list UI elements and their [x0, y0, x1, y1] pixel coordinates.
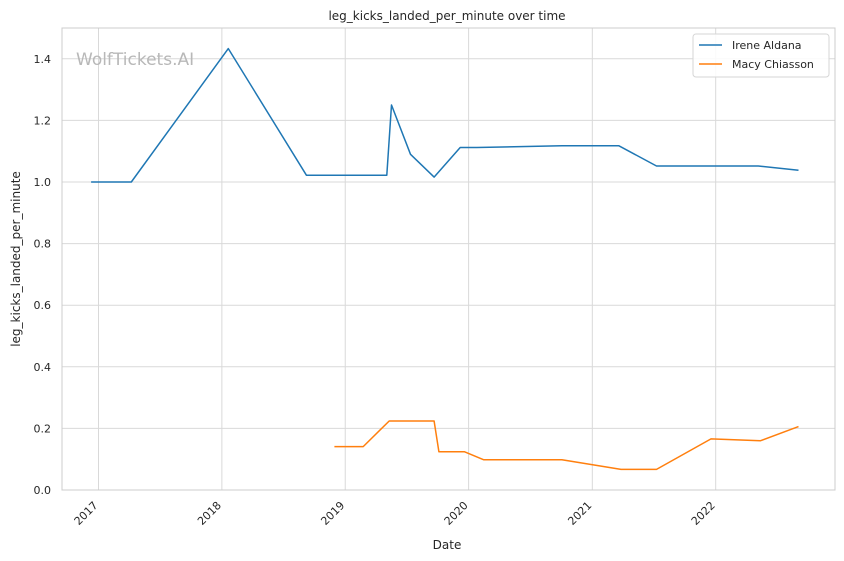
- data-point-irene-aldana: [90, 181, 93, 184]
- data-point-macy-chiasson: [362, 445, 365, 448]
- plot-frame: [61, 27, 836, 491]
- data-point-macy-chiasson: [482, 458, 485, 461]
- data-point-irene-aldana: [130, 181, 133, 184]
- y-tick-label: 1.4: [34, 53, 52, 66]
- y-tick-label: 1.2: [34, 114, 52, 127]
- data-point-macy-chiasson: [655, 468, 658, 471]
- y-tick-label: 1.0: [34, 176, 52, 189]
- data-point-macy-chiasson: [797, 425, 800, 428]
- data-point-macy-chiasson: [333, 445, 336, 448]
- y-tick-label: 0.2: [34, 422, 52, 435]
- y-tick-label: 0.4: [34, 361, 52, 374]
- data-point-irene-aldana: [617, 144, 620, 147]
- legend-box: [692, 33, 830, 78]
- chart-title: leg_kicks_landed_per_minute over time: [328, 9, 565, 23]
- data-point-macy-chiasson: [433, 420, 436, 423]
- y-tick-label: 0.6: [34, 299, 52, 312]
- legend-label-irene-aldana: Irene Aldana: [732, 39, 802, 52]
- data-point-irene-aldana: [433, 176, 436, 179]
- x-axis-label: Date: [433, 538, 462, 552]
- data-point-irene-aldana: [757, 164, 760, 167]
- legend-label-macy-chiasson: Macy Chiasson: [732, 58, 814, 71]
- legend: Irene Aldana Macy Chiasson: [692, 33, 830, 78]
- data-point-macy-chiasson: [437, 450, 440, 453]
- data-point-irene-aldana: [655, 164, 658, 167]
- data-point-irene-aldana: [409, 153, 412, 156]
- data-point-irene-aldana: [459, 146, 462, 149]
- data-point-irene-aldana: [560, 144, 563, 147]
- series-line-macy-chiasson: [334, 420, 799, 471]
- data-point-macy-chiasson: [759, 439, 762, 442]
- data-point-irene-aldana: [227, 47, 230, 50]
- series-lines: [90, 47, 800, 471]
- data-point-irene-aldana: [385, 174, 388, 177]
- data-point-irene-aldana: [475, 146, 478, 149]
- data-point-irene-aldana: [797, 169, 800, 172]
- data-point-macy-chiasson: [560, 458, 563, 461]
- data-point-macy-chiasson: [620, 468, 623, 471]
- data-point-irene-aldana: [305, 174, 308, 177]
- watermark: WolfTickets.AI: [76, 50, 194, 70]
- data-point-macy-chiasson: [463, 450, 466, 453]
- y-axis-label: leg_kicks_landed_per_minute: [9, 171, 23, 347]
- series-line-irene-aldana: [91, 47, 799, 183]
- data-point-macy-chiasson: [709, 437, 712, 440]
- data-point-irene-aldana: [390, 104, 393, 107]
- grid: [62, 28, 835, 491]
- y-tick-label: 0.0: [34, 484, 52, 497]
- y-tick-label: 0.8: [34, 238, 52, 251]
- data-point-macy-chiasson: [388, 420, 391, 423]
